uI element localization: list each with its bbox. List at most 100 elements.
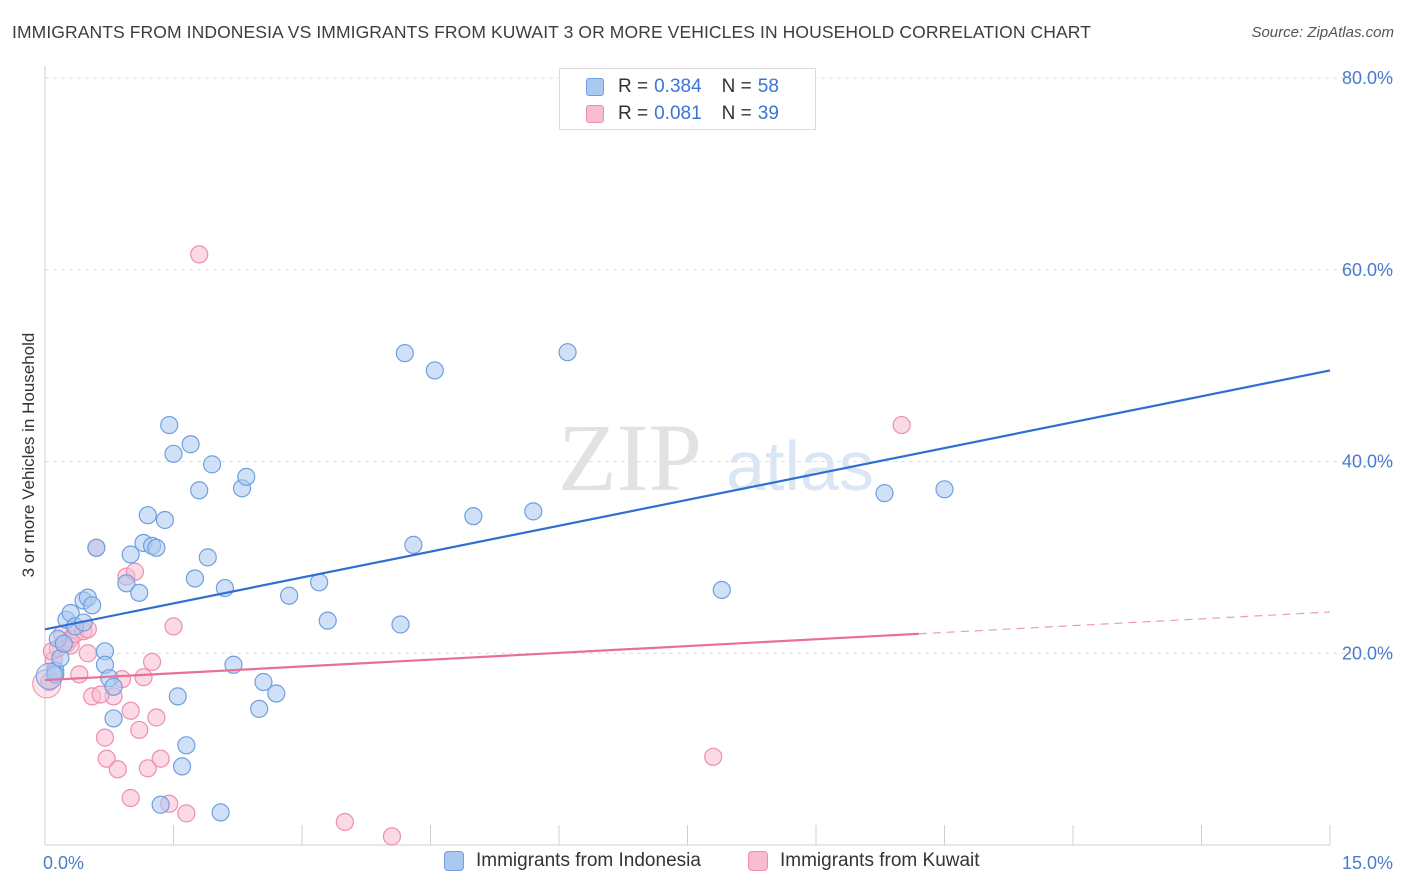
indonesia-point (185, 569, 205, 588)
kuwait-point (130, 720, 149, 740)
indonesia-point (395, 344, 414, 363)
legend-r-value: 0.081 (654, 103, 702, 124)
kuwait-point (108, 760, 127, 779)
indonesia-point (117, 574, 136, 593)
kuwait-point (382, 827, 402, 846)
kuwait-point (151, 749, 170, 768)
kuwait-point (147, 708, 166, 727)
indonesia-point (151, 795, 170, 814)
legend-item-kuwait[interactable]: Immigrants from Kuwait (748, 850, 980, 872)
indonesia-point (130, 583, 149, 602)
kuwait-point (142, 652, 162, 671)
y-tick-label: 40.0% (1342, 452, 1393, 472)
source-label: Source: ZipAtlas.com (1251, 24, 1394, 41)
indonesia-point (524, 502, 543, 521)
kuwait-point (95, 728, 115, 747)
y-tick-label: 80.0% (1342, 68, 1393, 88)
legend-n-value: 39 (757, 103, 779, 124)
indonesia-point (391, 615, 410, 634)
kuwait-point (335, 812, 354, 832)
indonesia-point (404, 535, 423, 555)
kuwait-point (704, 747, 723, 766)
y-tick-label: 20.0% (1342, 643, 1393, 663)
indonesia-point (181, 435, 200, 454)
indonesia-point (250, 699, 269, 718)
kuwait-point (78, 644, 97, 663)
indonesia-point (280, 586, 299, 605)
indonesia-point (104, 709, 123, 728)
indonesia-point (267, 684, 286, 703)
legend-swatch-indonesia (444, 851, 464, 871)
indonesia-point (54, 634, 73, 653)
indonesia-point (138, 506, 157, 525)
legend-label-kuwait: Immigrants from Kuwait (780, 850, 980, 871)
indonesia-point (104, 677, 123, 696)
kuwait-point (134, 668, 153, 687)
legend-label-indonesia: Immigrants from Indonesia (476, 850, 701, 871)
legend-item-indonesia[interactable]: Immigrants from Indonesia (444, 850, 701, 872)
gridlines (45, 77, 1395, 654)
series-legend: Immigrants from Indonesia Immigrants fro… (0, 850, 1406, 878)
indonesia-point (168, 687, 187, 706)
kuwait-point (138, 759, 157, 778)
kuwait-point (190, 245, 209, 264)
indonesia-point (164, 444, 183, 463)
indonesia-point (875, 484, 894, 503)
kuwait-point (121, 788, 140, 808)
indonesia-point (211, 803, 230, 822)
kuwait-point (121, 701, 140, 720)
kuwait-point (97, 749, 116, 768)
indonesia-point (712, 580, 731, 600)
legend-row-indonesia: R = 0.384 N = 58 (586, 75, 779, 99)
indonesia-point (254, 672, 273, 692)
legend-n-value: 58 (757, 76, 779, 97)
indonesia-point (464, 507, 483, 526)
indonesia-point (155, 510, 175, 530)
trendlines (44, 369, 1331, 682)
legend-swatch-indonesia (586, 78, 604, 96)
legend-swatch-kuwait (748, 851, 768, 871)
y-tick-label: 60.0% (1342, 260, 1393, 280)
legend-swatch-kuwait (586, 105, 604, 123)
indonesia-point (190, 481, 209, 500)
indonesia-point (147, 538, 166, 557)
indonesia-point (87, 538, 106, 557)
indonesia-point (237, 467, 256, 486)
x-tick-label: 0.0% (43, 853, 84, 873)
trendline-dashed (918, 611, 1331, 635)
indonesia-point-large (35, 662, 63, 690)
indonesia-point (935, 480, 954, 499)
legend-n-label: N = (721, 103, 752, 124)
trendline-solid (44, 369, 1331, 631)
watermark-atlas: atlas (726, 427, 874, 505)
indonesia-point (172, 757, 192, 776)
kuwait-point (70, 665, 89, 684)
trendline-solid (44, 632, 919, 682)
indonesia-points (35, 343, 954, 822)
legend-r-label: R = (618, 103, 649, 124)
indonesia-point (558, 343, 577, 362)
indonesia-point (177, 736, 196, 755)
chart-title: IMMIGRANTS FROM INDONESIA VS IMMIGRANTS … (12, 22, 1092, 42)
kuwait-point (892, 415, 911, 435)
indonesia-point (198, 548, 217, 567)
kuwait-point (177, 804, 196, 823)
indonesia-point (121, 545, 140, 564)
indonesia-point (425, 361, 444, 380)
watermark-zip: ZIP (558, 404, 702, 511)
x-tick-label: 15.0% (1342, 853, 1393, 873)
indonesia-point (83, 596, 102, 615)
legend-r-value: 0.384 (654, 76, 702, 97)
indonesia-point (160, 415, 179, 435)
kuwait-point (164, 617, 183, 636)
tick-labels: 20.0% 40.0% 60.0% 80.0% 0.0% 15.0% (43, 68, 1393, 873)
legend-row-kuwait: R = 0.081 N = 39 (586, 102, 779, 126)
watermark: ZIP atlas (558, 404, 874, 511)
indonesia-point (202, 455, 222, 474)
axes (44, 66, 1331, 846)
legend-n-label: N = (721, 76, 752, 97)
indonesia-point (318, 611, 337, 630)
legend-r-label: R = (618, 76, 649, 97)
stats-legend: R = 0.384 N = 58 R = 0.081 N = 39 (559, 68, 816, 130)
